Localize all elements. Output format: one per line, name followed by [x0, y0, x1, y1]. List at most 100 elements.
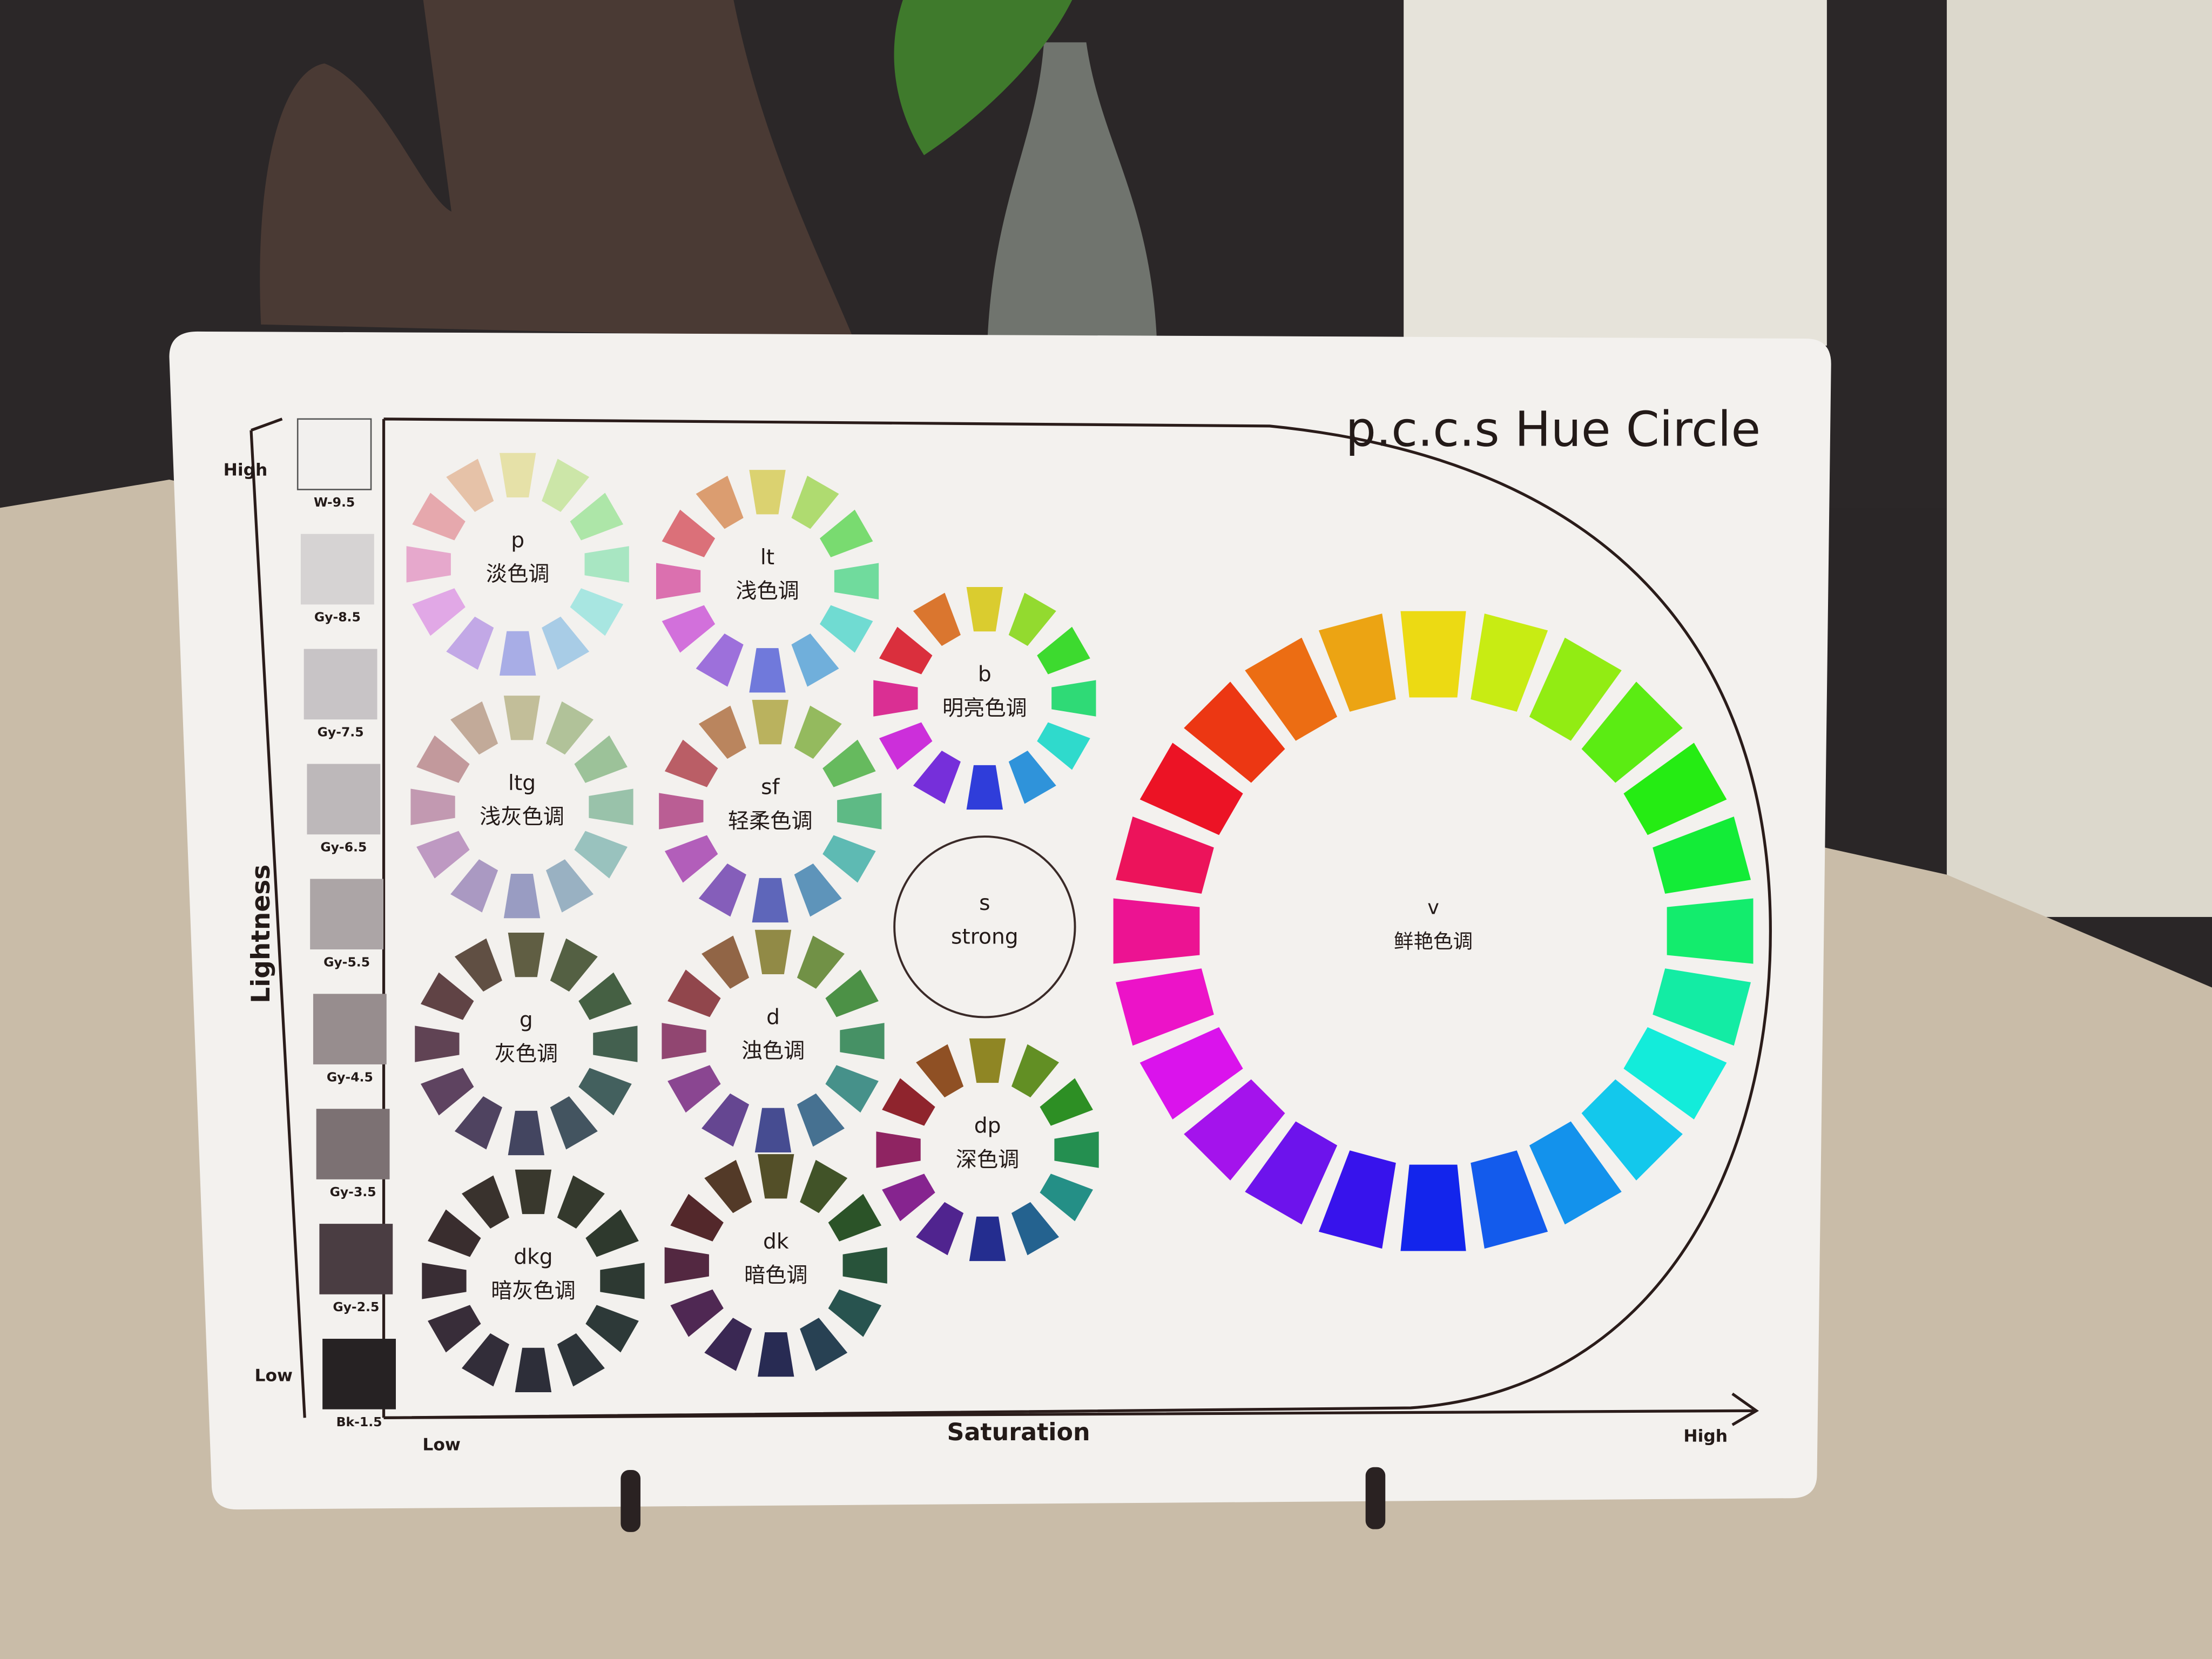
saturation-axis-label: Saturation — [947, 1419, 1090, 1446]
hue-swatch — [664, 835, 718, 883]
hue-swatch — [667, 969, 721, 1017]
curtain-right — [1946, 0, 2212, 917]
hue-swatch — [754, 929, 792, 975]
hue-swatch — [698, 863, 746, 917]
hue-swatch — [800, 1159, 848, 1213]
hue-swatch — [542, 616, 590, 670]
tone-code-dkg: dkg — [514, 1245, 552, 1270]
gray-swatch — [319, 1224, 393, 1294]
hue-swatch — [570, 493, 624, 541]
gray-swatch-label: W-9.5 — [314, 495, 355, 510]
hue-swatch — [913, 750, 961, 804]
hue-swatch — [702, 1093, 750, 1147]
hue-swatch — [840, 1023, 885, 1060]
hue-swatch — [794, 705, 842, 759]
hue-swatch — [882, 1078, 935, 1126]
hue-swatch — [578, 1068, 632, 1116]
gray-swatch — [296, 418, 372, 490]
gray-swatch-label: Gy-5.5 — [323, 954, 370, 969]
gray-swatch — [313, 994, 387, 1064]
hue-swatch — [1184, 1079, 1285, 1181]
title: p.c.c.s Hue Circle — [1346, 401, 1761, 457]
tone-name-dp: 深色调 — [956, 1148, 1020, 1172]
hue-swatch — [662, 509, 716, 557]
hue-swatch — [584, 546, 629, 583]
tone-code-v: v — [1427, 896, 1439, 919]
hue-swatch — [1245, 1121, 1338, 1225]
hue-swatch — [416, 735, 470, 783]
hue-swatch — [664, 1247, 709, 1284]
hue-swatch — [670, 1289, 724, 1337]
hue-swatch — [589, 788, 633, 825]
tone-code-ltg: ltg — [508, 771, 536, 795]
curtain — [1404, 0, 1827, 346]
hue-swatch — [593, 1026, 638, 1062]
hue-swatch — [1139, 743, 1243, 835]
tone-code-p: p — [511, 529, 524, 553]
hue-swatch — [1581, 682, 1683, 783]
hue-swatch — [499, 453, 536, 498]
tone-name-d: 浊色调 — [741, 1039, 805, 1063]
hue-swatch — [966, 586, 1003, 632]
hue-swatch — [1051, 680, 1096, 717]
gray-swatch-label: Gy-4.5 — [327, 1069, 373, 1084]
hue-swatch — [800, 1318, 848, 1371]
hue-swatch — [704, 1159, 752, 1213]
hue-swatch — [1653, 968, 1751, 1046]
hue-swatch — [791, 475, 839, 529]
gray-swatch-label: Gy-3.5 — [330, 1184, 376, 1199]
hue-swatch — [1008, 750, 1056, 804]
hue-swatch — [574, 735, 628, 783]
hue-swatch — [1054, 1131, 1099, 1168]
hue-swatch — [545, 701, 594, 755]
hue-swatch — [420, 1068, 474, 1116]
hue-swatch — [454, 1096, 502, 1150]
hue-swatch — [412, 493, 466, 541]
glass-vase — [987, 42, 1157, 339]
hue-swatch — [797, 935, 845, 989]
hue-swatch — [578, 972, 632, 1020]
hue-swatch — [1471, 1150, 1548, 1249]
gray-swatch — [310, 879, 384, 950]
hue-swatch — [819, 605, 873, 653]
gray-swatch — [322, 1339, 396, 1410]
tone-name-dkg: 暗灰色调 — [491, 1279, 576, 1303]
tone-code-dk: dk — [763, 1230, 789, 1254]
hue-swatch — [1011, 1202, 1060, 1256]
hue-swatch — [1184, 682, 1285, 783]
hue-swatch — [1623, 1027, 1727, 1120]
hue-swatch — [508, 932, 545, 977]
hue-swatch — [1008, 592, 1056, 646]
hue-swatch — [876, 1131, 921, 1168]
lightness-axis-arrow — [249, 417, 306, 1418]
hue-swatch — [557, 1175, 605, 1229]
hue-swatch — [913, 592, 961, 646]
gray-swatch — [304, 649, 377, 720]
hue-swatch — [1471, 613, 1548, 712]
hue-swatch — [1318, 1150, 1396, 1249]
tone-name-ltg: 浅灰色调 — [480, 805, 564, 830]
hue-swatch — [791, 633, 839, 687]
hue-swatch — [1581, 1079, 1683, 1181]
hue-swatch — [794, 863, 842, 917]
gray-swatch-label: Gy-7.5 — [318, 725, 364, 740]
hue-swatch — [822, 835, 876, 883]
saturation-axis-arrow — [383, 1392, 1759, 1426]
hue-swatch — [828, 1289, 882, 1337]
tone-code-g: g — [520, 1008, 533, 1033]
hue-swatch — [415, 1026, 460, 1062]
tone-code-sf: sf — [761, 775, 780, 800]
hue-swatch — [797, 1093, 845, 1147]
hue-swatch — [1037, 626, 1090, 675]
stand-leg-right — [1365, 1467, 1386, 1529]
hue-swatch — [819, 509, 873, 557]
hue-swatch — [515, 1347, 552, 1393]
hue-swatch — [702, 935, 750, 989]
hue-swatch — [550, 938, 598, 992]
hue-swatch — [1011, 1044, 1060, 1098]
hue-swatch — [461, 1175, 510, 1229]
tone-name-b: 明亮色调 — [942, 696, 1027, 720]
hue-swatch — [422, 1263, 467, 1299]
hue-swatch — [503, 874, 541, 919]
hue-swatch — [1400, 611, 1466, 698]
